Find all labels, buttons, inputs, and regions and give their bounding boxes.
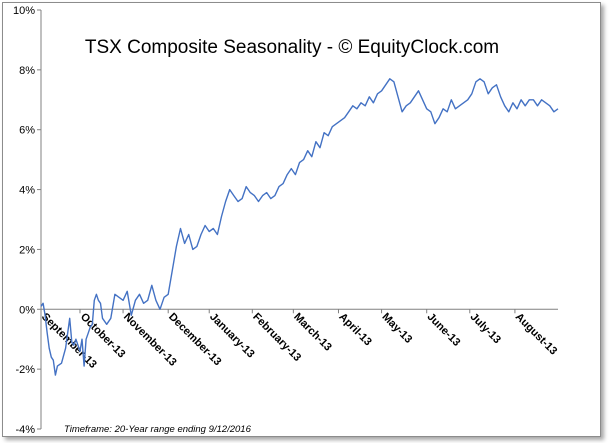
y-tick-label: 2%	[19, 244, 35, 256]
x-tick-label: June-13	[425, 311, 463, 349]
x-tick-label: April-13	[336, 311, 373, 348]
seasonality-series-line	[40, 78, 559, 376]
chart-title: TSX Composite Seasonality - © EquityCloc…	[85, 37, 499, 58]
x-tick-label: May-13	[379, 311, 414, 346]
x-tick-label: August-13	[513, 311, 560, 358]
x-tick-label: March-13	[291, 311, 334, 354]
y-tick-label: 4%	[19, 185, 35, 197]
y-tick-label: 8%	[19, 65, 35, 77]
y-tick-label: -2%	[15, 364, 35, 376]
y-tick-label: 6%	[19, 125, 35, 137]
y-tick-label: 0%	[19, 304, 35, 316]
chart-frame	[2, 2, 601, 437]
y-tick-label: -4%	[15, 424, 35, 436]
y-tick-label: 10%	[13, 5, 35, 17]
timeframe-footnote: Timeframe: 20-Year range ending 9/12/201…	[64, 424, 252, 435]
x-tick-label: July-13	[468, 311, 503, 346]
